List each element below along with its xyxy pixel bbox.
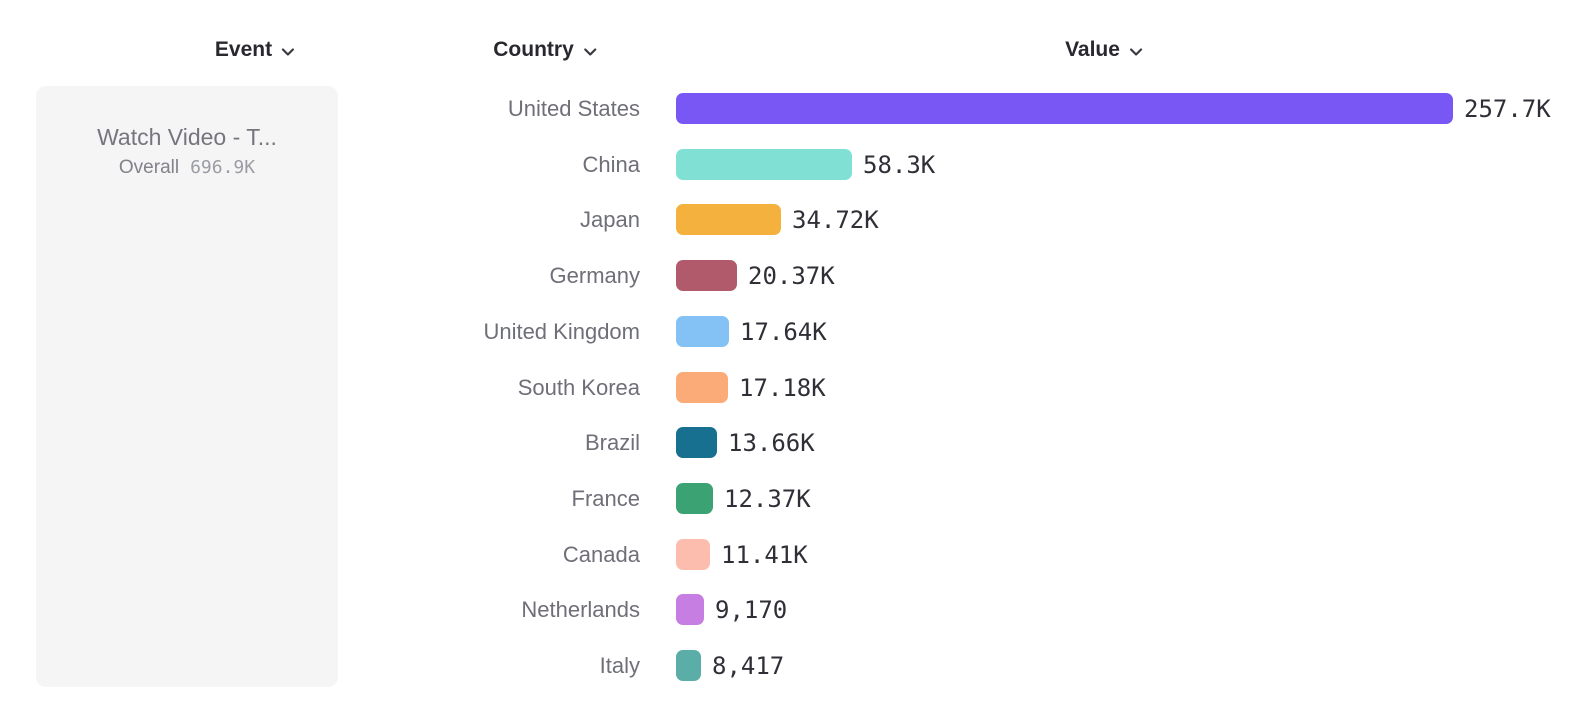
value-bar[interactable] bbox=[676, 316, 729, 347]
value-bar[interactable] bbox=[676, 650, 701, 681]
event-title: Watch Video - T... bbox=[97, 124, 277, 150]
chevron-down-icon bbox=[583, 47, 596, 56]
value-bar[interactable] bbox=[676, 594, 704, 625]
chart-row: France 12.37K bbox=[0, 483, 811, 514]
country-label: China bbox=[582, 151, 640, 177]
value-label: 9,170 bbox=[715, 595, 788, 624]
value-bar[interactable] bbox=[676, 539, 710, 570]
value-label: 257.7K bbox=[1464, 94, 1551, 123]
country-label: Japan bbox=[580, 206, 640, 232]
country-label: Canada bbox=[562, 541, 640, 567]
overall-label: Overall bbox=[118, 157, 180, 178]
value-bar[interactable] bbox=[676, 204, 781, 235]
chart-row: United Kingdom 17.64K bbox=[0, 316, 827, 347]
country-label: Germany bbox=[549, 262, 640, 288]
country-label: France bbox=[571, 485, 640, 511]
value-column-label: Value bbox=[1065, 38, 1120, 61]
value-bar[interactable] bbox=[676, 149, 852, 180]
chart-row: Canada 11.41K bbox=[0, 539, 808, 570]
event-column-header[interactable]: Event bbox=[215, 36, 295, 64]
chevron-down-icon bbox=[281, 47, 295, 56]
chart-row: Italy 8,417 bbox=[0, 650, 784, 681]
overall-value: 696.9K bbox=[190, 157, 256, 178]
value-bar[interactable] bbox=[676, 427, 717, 458]
chart-row: South Korea 17.18K bbox=[0, 372, 826, 403]
chart-row: Germany 20.37K bbox=[0, 260, 835, 291]
value-label: 17.64K bbox=[740, 317, 827, 346]
value-label: 13.66K bbox=[728, 428, 815, 457]
value-label: 8,417 bbox=[712, 651, 785, 680]
chart-row: United States 257.7K bbox=[0, 93, 1551, 124]
value-label: 11.41K bbox=[721, 540, 808, 569]
chevron-down-icon bbox=[1129, 47, 1143, 56]
value-label: 58.3K bbox=[863, 150, 936, 179]
country-label: Italy bbox=[599, 652, 640, 678]
value-label: 20.37K bbox=[748, 261, 835, 290]
country-label: United States bbox=[507, 95, 640, 121]
chart-row: Netherlands 9,170 bbox=[0, 594, 787, 625]
country-label: South Korea bbox=[517, 374, 640, 400]
value-label: 17.18K bbox=[739, 373, 826, 402]
value-bar[interactable] bbox=[676, 93, 1453, 124]
event-column-label: Event bbox=[214, 38, 273, 61]
country-label: Brazil bbox=[584, 429, 640, 455]
event-card[interactable]: Watch Video - T... Overall 696.9K bbox=[36, 86, 338, 687]
chart-row: Brazil 13.66K bbox=[0, 427, 815, 458]
country-label: United Kingdom bbox=[483, 318, 640, 344]
chart-row: China 58.3K bbox=[0, 149, 935, 180]
value-label: 12.37K bbox=[724, 484, 811, 513]
value-column-header[interactable]: Value bbox=[1065, 36, 1143, 64]
value-bar[interactable] bbox=[676, 260, 737, 291]
value-label: 34.72K bbox=[792, 205, 879, 234]
value-bar[interactable] bbox=[676, 372, 728, 403]
chart-row: Japan 34.72K bbox=[0, 204, 879, 235]
country-column-label: Country bbox=[493, 38, 574, 61]
country-label: Netherlands bbox=[521, 596, 640, 622]
value-bar[interactable] bbox=[676, 483, 713, 514]
country-column-header[interactable]: Country bbox=[493, 36, 597, 64]
event-overall-row: Overall 696.9K bbox=[36, 157, 338, 179]
